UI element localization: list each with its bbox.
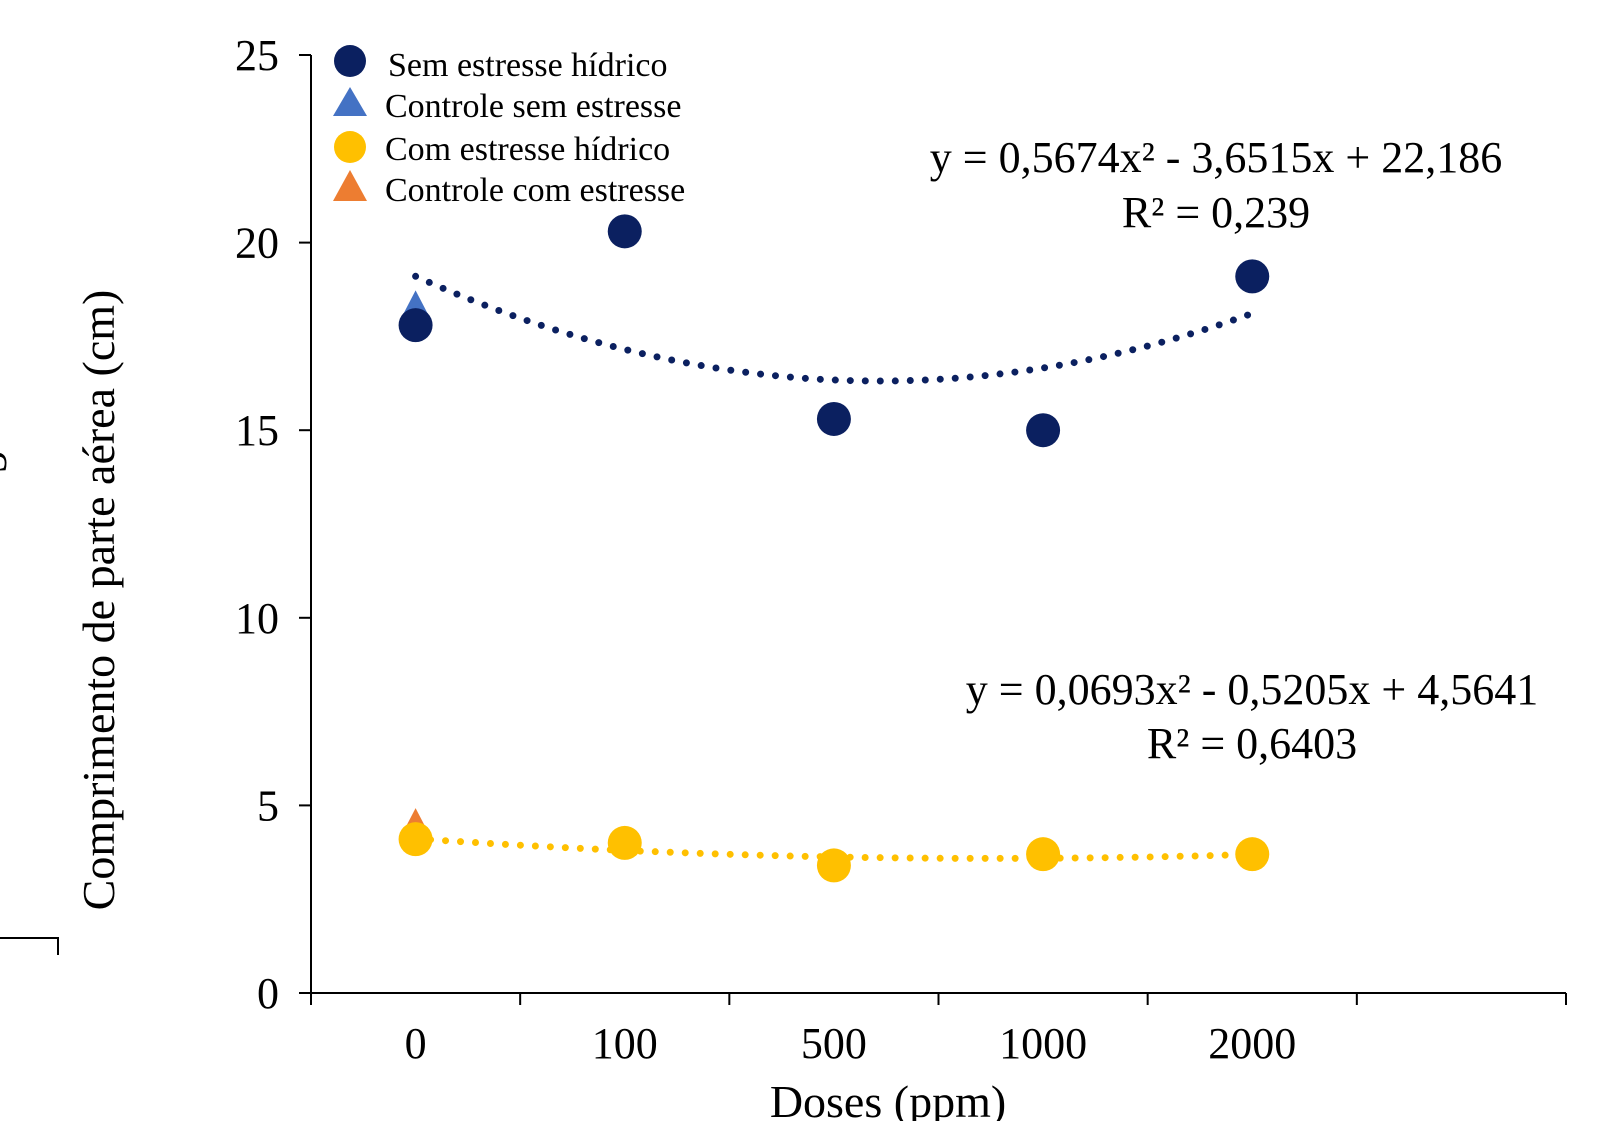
y-tick-label: 10 (235, 594, 279, 643)
legend-label-sem-estresse: Sem estresse hídrico (388, 47, 668, 84)
legend-marker-sem-estresse (334, 45, 366, 77)
data-point-circle (398, 822, 433, 857)
y-tick-label: 0 (257, 969, 279, 1018)
data-point-circle (607, 825, 642, 860)
data-point-triangle (402, 290, 429, 316)
x-tick-label: 1000 (999, 1019, 1087, 1068)
data-point-circle (816, 848, 851, 883)
data-point-circle (1235, 837, 1270, 872)
y-tick-label: 20 (235, 219, 279, 268)
legend-marker-controle-sem-estresse (333, 87, 367, 116)
trendline-equations: y = 0,5674x² - 3,6515x + 22,186 R² = 0,2… (930, 133, 1538, 768)
x-tick-label: 500 (801, 1019, 867, 1068)
legend-label-controle-com-estresse: Controle com estresse (385, 172, 685, 209)
equation-com-estresse: y = 0,0693x² - 0,5205x + 4,5641 (966, 665, 1538, 714)
x-tick-label: 2000 (1208, 1019, 1296, 1068)
data-points (398, 214, 1270, 883)
y-tick-label: 15 (235, 406, 279, 455)
data-point-circle (1026, 413, 1061, 448)
data-point-circle (816, 401, 851, 436)
legend: Sem estresse hídrico Controle sem estres… (333, 45, 685, 209)
axes: 0 5 10 15 20 25 0 100 500 1000 2000 (235, 31, 1567, 1068)
data-point-circle (398, 308, 433, 343)
edge-fragment-axis (0, 937, 59, 955)
legend-marker-controle-com-estresse (333, 170, 367, 201)
x-tick-label: 0 (405, 1019, 427, 1068)
y-axis-title: Comprimento de parte aérea (cm) (73, 290, 124, 911)
left-edge-fragment: 5 (0, 451, 59, 955)
legend-marker-com-estresse (334, 131, 366, 163)
trendline (412, 272, 1256, 385)
r2-sem-estresse: R² = 0,239 (1122, 188, 1310, 237)
equation-sem-estresse: y = 0,5674x² - 3,6515x + 22,186 (930, 133, 1502, 182)
data-point-circle (607, 214, 642, 249)
trendlines (412, 272, 1256, 862)
legend-label-controle-sem-estresse: Controle sem estresse (385, 88, 682, 125)
data-point-circle (1026, 837, 1061, 872)
x-ticks: 0 100 500 1000 2000 (310, 993, 1567, 1068)
y-tick-label: 25 (235, 31, 279, 80)
r2-com-estresse: R² = 0,6403 (1147, 719, 1357, 768)
data-point-circle (1235, 259, 1270, 294)
x-tick-label: 100 (592, 1019, 658, 1068)
y-tick-label: 5 (257, 781, 279, 830)
y-ticks: 0 5 10 15 20 25 (235, 31, 311, 1018)
legend-label-com-estresse: Com estresse hídrico (385, 131, 670, 168)
x-axis-title: Doses (ppm) (770, 1076, 1006, 1121)
edge-fragment-label: 5 (0, 451, 16, 473)
